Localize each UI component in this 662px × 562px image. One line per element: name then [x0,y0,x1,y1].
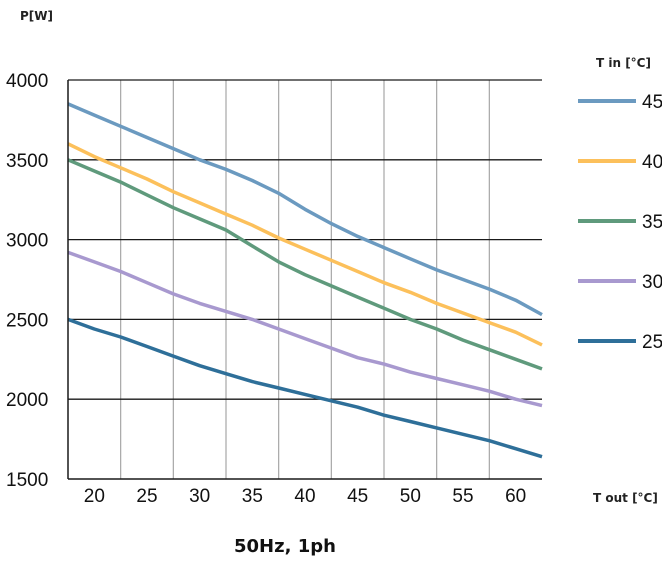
x-tick-label: 45 [347,486,368,507]
legend: 45 40 35 30 25 [578,92,662,353]
series-line-40 [67,142,543,347]
series-line-30 [67,250,543,408]
series-lines [67,102,543,459]
series-line-35 [67,158,543,371]
grid [68,79,542,479]
y-tick-label: 4000 [6,71,48,92]
series-line-25 [67,317,543,459]
legend-label-35: 35 [642,212,662,233]
x-axis-label: T out [°C] [593,491,658,505]
x-tick-label: 60 [505,486,526,507]
x-tick-label: 50 [400,486,421,507]
x-tick-label: 40 [294,486,315,507]
y-tick-labels: 1500 2000 2500 3000 3500 4000 [6,71,48,491]
y-tick-label: 1500 [6,470,48,491]
axes [67,80,542,480]
legend-title: T in [°C] [596,56,651,70]
legend-label-30: 30 [642,272,662,293]
chart-caption: 50Hz, 1ph [234,536,336,557]
y-axis-label: P[W] [20,9,53,23]
x-tick-labels: 20 25 30 35 40 45 50 55 60 [84,486,526,507]
y-tick-label: 3500 [6,151,48,172]
y-tick-label: 2500 [6,310,48,331]
legend-label-45: 45 [642,92,662,113]
y-tick-label: 3000 [6,231,48,252]
x-tick-label: 55 [452,486,473,507]
x-tick-label: 20 [84,486,105,507]
series-line-45 [67,102,543,317]
x-tick-label: 30 [189,486,210,507]
legend-label-40: 40 [642,152,662,173]
legend-label-25: 25 [642,332,662,353]
x-tick-label: 25 [136,486,157,507]
y-tick-label: 2000 [6,390,48,411]
x-tick-label: 35 [242,486,263,507]
